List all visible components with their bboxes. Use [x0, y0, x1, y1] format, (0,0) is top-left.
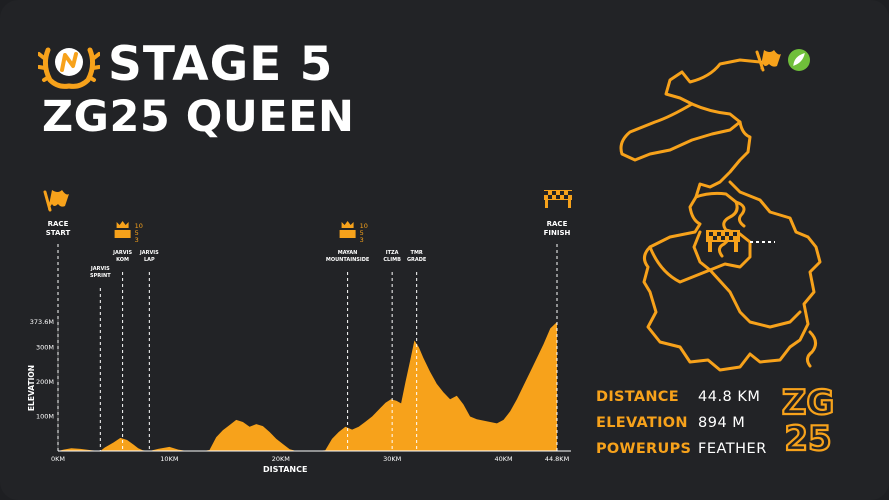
zg25-logo: ZG 25 — [781, 382, 836, 454]
stat-label: POWERUPS — [596, 441, 692, 457]
x-tick-label: 20KM — [272, 455, 290, 463]
finish-flag-pole — [545, 200, 548, 208]
x-tick-label: 30KM — [383, 455, 401, 463]
kom-points: 3 — [135, 236, 139, 244]
marker-label: TMR — [411, 250, 423, 256]
x-tick-label: 10KM — [160, 455, 178, 463]
start-flag-icon — [48, 190, 69, 210]
route-map — [619, 58, 822, 372]
elevation-area — [58, 322, 557, 451]
x-axis-label: DISTANCE — [263, 465, 307, 474]
map-finish-flag-icon — [706, 230, 740, 252]
route-stats: DISTANCE 44.8 KM ELEVATION 894 M POWERUP… — [596, 384, 776, 462]
stat-label: DISTANCE — [596, 389, 679, 405]
marker-label: LAP — [144, 257, 155, 263]
kom-points: 10 — [135, 222, 143, 230]
stage-title: STAGE 5 — [108, 37, 334, 92]
start-flag-pole — [43, 190, 52, 212]
route-name: ZG25 QUEEN — [42, 92, 355, 142]
finish-flag-check — [556, 195, 560, 199]
kom-podium-icon — [114, 230, 131, 238]
finish-flag-check — [548, 195, 552, 199]
marker-label: START — [46, 229, 71, 237]
x-tick-label: 44.8KM — [545, 455, 569, 463]
marker-label: ITZA — [386, 250, 399, 256]
kom-points: 5 — [135, 229, 139, 237]
finish-flag-check — [568, 191, 572, 195]
marker-label: RACE — [48, 220, 69, 228]
stat-label: ELEVATION — [596, 415, 688, 431]
zg-logo-line2: 25 — [784, 419, 831, 454]
marker-label: JARVIS — [112, 250, 132, 256]
y-axis-label: ELEVATION — [27, 365, 36, 411]
y-tick-label: 300M — [36, 343, 54, 351]
kom-crown-icon — [341, 221, 354, 228]
laurel-logo-icon — [38, 47, 100, 89]
finish-flag-pole — [568, 200, 571, 208]
marker-label: MOUNTAINSIDE — [326, 257, 370, 263]
stat-elevation: ELEVATION 894 M — [596, 410, 776, 436]
marker-label: CLIMB — [383, 257, 401, 263]
kom-crown-icon — [116, 221, 129, 228]
marker-label: GRADE — [407, 257, 427, 263]
y-tick-label: 100M — [36, 412, 54, 420]
marker-label: FINISH — [544, 229, 571, 237]
finish-flag-check — [564, 195, 568, 199]
kom-podium-icon — [339, 230, 356, 238]
kom-points: 5 — [360, 229, 364, 237]
zg-logo-line1: ZG — [782, 383, 835, 423]
marker-label: RACE — [547, 220, 568, 228]
finish-flag-check — [544, 191, 548, 195]
finish-flag-check — [552, 191, 556, 195]
map-route-path — [642, 58, 822, 372]
stat-value: 44.8 KM — [698, 389, 761, 405]
map-start-flag-icon — [755, 50, 781, 72]
kom-points: 3 — [360, 236, 364, 244]
y-tick-label: 200M — [36, 378, 54, 386]
y-tick-label: 373.6M — [30, 318, 54, 326]
x-tick-label: 40KM — [494, 455, 512, 463]
stat-value: FEATHER — [698, 441, 767, 457]
marker-label: SPRINT — [90, 273, 111, 279]
feather-powerup-icon — [788, 49, 810, 71]
kom-points: 10 — [360, 222, 368, 230]
finish-flag-check — [560, 191, 564, 195]
stat-value: 894 M — [698, 415, 746, 431]
marker-label: JARVIS — [139, 250, 159, 256]
x-tick-label: 0KM — [51, 455, 65, 463]
stat-powerups: POWERUPS FEATHER — [596, 436, 776, 462]
marker-label: MAYAN — [338, 250, 358, 256]
marker-label: KOM — [116, 257, 129, 263]
stat-distance: DISTANCE 44.8 KM — [596, 384, 776, 410]
marker-label: JARVIS — [90, 266, 110, 272]
